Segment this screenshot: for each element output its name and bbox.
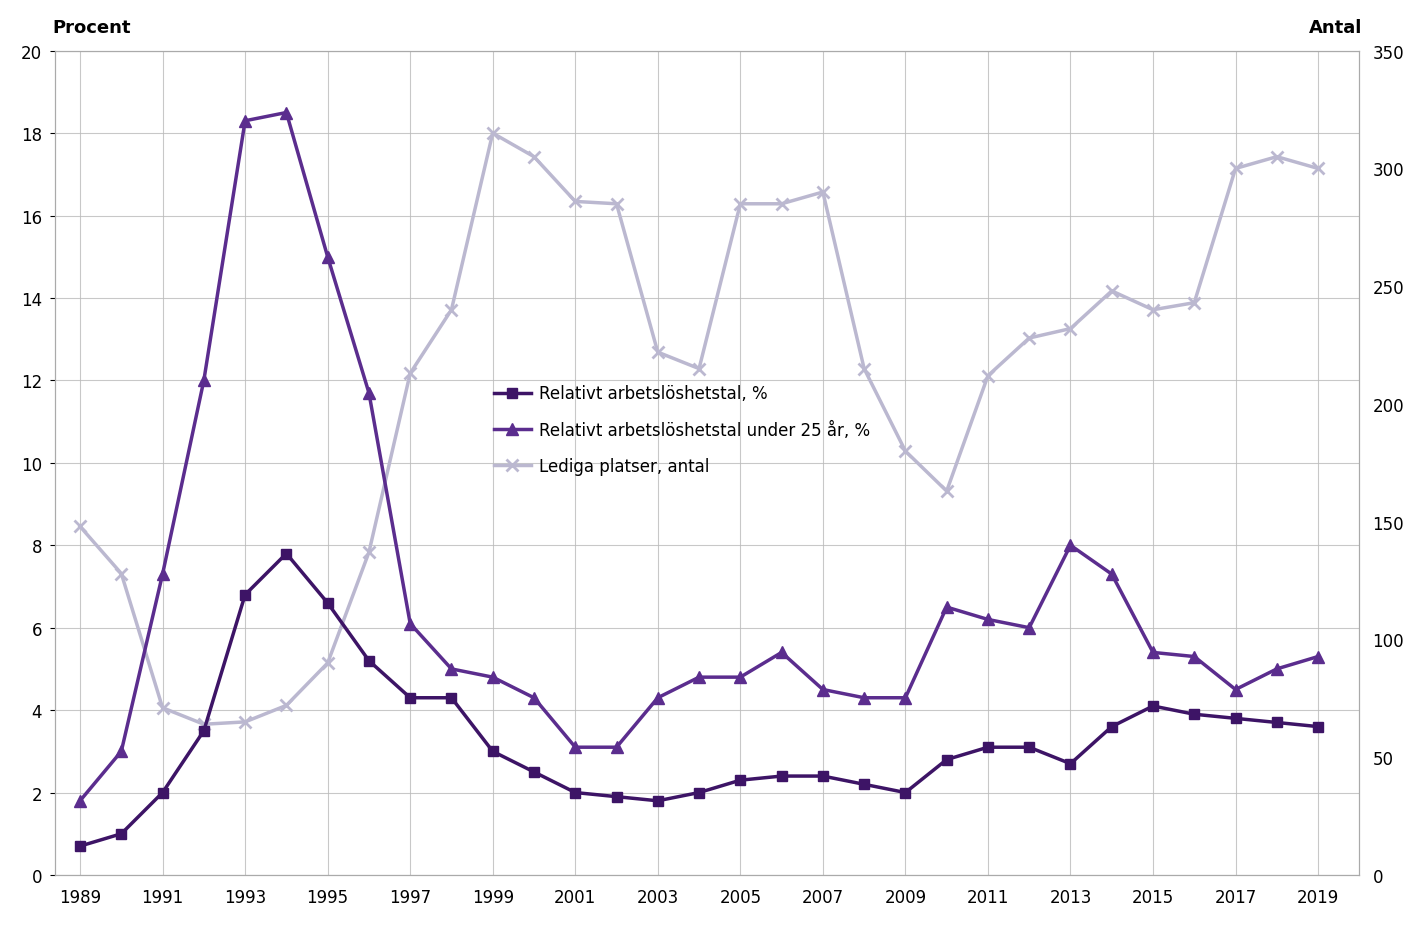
Lediga platser, antal — [402, 368, 419, 379]
Relativt arbetslöshetstal under 25 år, % — [319, 252, 336, 263]
Relativt arbetslöshetstal under 25 år, % — [567, 742, 584, 753]
Text: Procent: Procent — [53, 19, 131, 37]
Relativt arbetslöshetstal under 25 år, % — [71, 795, 88, 806]
Relativt arbetslöshetstal under 25 år, % — [1144, 647, 1161, 658]
Relativt arbetslöshetstal under 25 år, % — [1062, 540, 1079, 552]
Relativt arbetslöshetstal, % — [113, 829, 130, 840]
Relativt arbetslöshetstal, % — [195, 725, 212, 736]
Relativt arbetslöshetstal under 25 år, % — [361, 387, 378, 399]
Line: Relativt arbetslöshetstal, %: Relativt arbetslöshetstal, % — [76, 549, 1322, 851]
Relativt arbetslöshetstal under 25 år, % — [113, 746, 130, 757]
Lediga platser, antal — [237, 717, 254, 728]
Lediga platser, antal — [855, 363, 872, 375]
Relativt arbetslöshetstal, % — [361, 655, 378, 667]
Lediga platser, antal — [772, 199, 789, 210]
Lediga platser, antal — [896, 446, 913, 457]
Lediga platser, antal — [1186, 298, 1203, 309]
Lediga platser, antal — [1310, 164, 1327, 175]
Relativt arbetslöshetstal, % — [443, 692, 460, 704]
Lediga platser, antal — [979, 371, 996, 382]
Relativt arbetslöshetstal under 25 år, % — [1020, 622, 1037, 633]
Relativt arbetslöshetstal, % — [1144, 701, 1161, 712]
Relativt arbetslöshetstal under 25 år, % — [195, 375, 212, 387]
Lediga platser, antal — [526, 152, 543, 163]
Relativt arbetslöshetstal, % — [278, 549, 295, 560]
Relativt arbetslöshetstal under 25 år, % — [237, 116, 254, 127]
Relativt arbetslöshetstal under 25 år, % — [526, 692, 543, 704]
Line: Lediga platser, antal: Lediga platser, antal — [74, 129, 1324, 730]
Lediga platser, antal — [485, 129, 502, 140]
Lediga platser, antal — [1268, 152, 1285, 163]
Relativt arbetslöshetstal, % — [1227, 713, 1244, 724]
Relativt arbetslöshetstal under 25 år, % — [1268, 664, 1285, 675]
Relativt arbetslöshetstal, % — [567, 787, 584, 798]
Lediga platser, antal — [691, 363, 708, 375]
Relativt arbetslöshetstal, % — [855, 779, 872, 790]
Relativt arbetslöshetstal, % — [814, 770, 831, 781]
Relativt arbetslöshetstal, % — [1020, 742, 1037, 753]
Lediga platser, antal — [195, 719, 212, 730]
Legend: Relativt arbetslöshetstal, %, Relativt arbetslöshetstal under 25 år, %, Lediga p: Relativt arbetslöshetstal, %, Relativt a… — [494, 385, 871, 476]
Relativt arbetslöshetstal, % — [938, 755, 955, 766]
Relativt arbetslöshetstal, % — [319, 598, 336, 609]
Relativt arbetslöshetstal under 25 år, % — [1310, 652, 1327, 663]
Lediga platser, antal — [443, 305, 460, 316]
Lediga platser, antal — [1103, 286, 1120, 298]
Relativt arbetslöshetstal under 25 år, % — [979, 615, 996, 626]
Lediga platser, antal — [1062, 324, 1079, 335]
Lediga platser, antal — [319, 658, 336, 669]
Relativt arbetslöshetstal under 25 år, % — [278, 108, 295, 119]
Relativt arbetslöshetstal under 25 år, % — [443, 664, 460, 675]
Relativt arbetslöshetstal, % — [1310, 721, 1327, 732]
Relativt arbetslöshetstal, % — [154, 787, 171, 798]
Lediga platser, antal — [361, 547, 378, 558]
Relativt arbetslöshetstal, % — [71, 841, 88, 852]
Relativt arbetslöshetstal, % — [1268, 717, 1285, 729]
Relativt arbetslöshetstal under 25 år, % — [650, 692, 667, 704]
Lediga platser, antal — [154, 703, 171, 714]
Relativt arbetslöshetstal, % — [896, 787, 913, 798]
Relativt arbetslöshetstal, % — [1103, 721, 1120, 732]
Relativt arbetslöshetstal under 25 år, % — [814, 684, 831, 695]
Relativt arbetslöshetstal under 25 år, % — [938, 602, 955, 613]
Relativt arbetslöshetstal under 25 år, % — [1103, 569, 1120, 580]
Relativt arbetslöshetstal under 25 år, % — [402, 618, 419, 629]
Relativt arbetslöshetstal, % — [650, 795, 667, 806]
Relativt arbetslöshetstal under 25 år, % — [732, 672, 750, 683]
Relativt arbetslöshetstal, % — [979, 742, 996, 753]
Relativt arbetslöshetstal, % — [608, 792, 626, 803]
Relativt arbetslöshetstal under 25 år, % — [154, 569, 171, 580]
Text: Antal: Antal — [1308, 19, 1362, 37]
Lediga platser, antal — [1144, 305, 1161, 316]
Lediga platser, antal — [938, 486, 955, 497]
Relativt arbetslöshetstal under 25 år, % — [608, 742, 626, 753]
Relativt arbetslöshetstal under 25 år, % — [1186, 652, 1203, 663]
Lediga platser, antal — [1227, 164, 1244, 175]
Relativt arbetslöshetstal, % — [691, 787, 708, 798]
Line: Relativt arbetslöshetstal under 25 år, %: Relativt arbetslöshetstal under 25 år, % — [74, 108, 1324, 806]
Relativt arbetslöshetstal, % — [402, 692, 419, 704]
Lediga platser, antal — [608, 199, 626, 210]
Relativt arbetslöshetstal under 25 år, % — [855, 692, 872, 704]
Relativt arbetslöshetstal, % — [485, 746, 502, 757]
Relativt arbetslöshetstal under 25 år, % — [896, 692, 913, 704]
Lediga platser, antal — [278, 700, 295, 711]
Relativt arbetslöshetstal under 25 år, % — [1227, 684, 1244, 695]
Relativt arbetslöshetstal, % — [1062, 758, 1079, 769]
Lediga platser, antal — [567, 197, 584, 208]
Relativt arbetslöshetstal, % — [772, 770, 789, 781]
Lediga platser, antal — [732, 199, 750, 210]
Lediga platser, antal — [71, 521, 88, 532]
Relativt arbetslöshetstal, % — [237, 590, 254, 601]
Lediga platser, antal — [814, 187, 831, 198]
Relativt arbetslöshetstal under 25 år, % — [691, 672, 708, 683]
Lediga platser, antal — [650, 348, 667, 359]
Relativt arbetslöshetstal under 25 år, % — [772, 647, 789, 658]
Relativt arbetslöshetstal under 25 år, % — [485, 672, 502, 683]
Lediga platser, antal — [113, 568, 130, 579]
Relativt arbetslöshetstal, % — [732, 775, 750, 786]
Relativt arbetslöshetstal, % — [526, 767, 543, 778]
Lediga platser, antal — [1020, 333, 1037, 344]
Relativt arbetslöshetstal, % — [1186, 709, 1203, 720]
